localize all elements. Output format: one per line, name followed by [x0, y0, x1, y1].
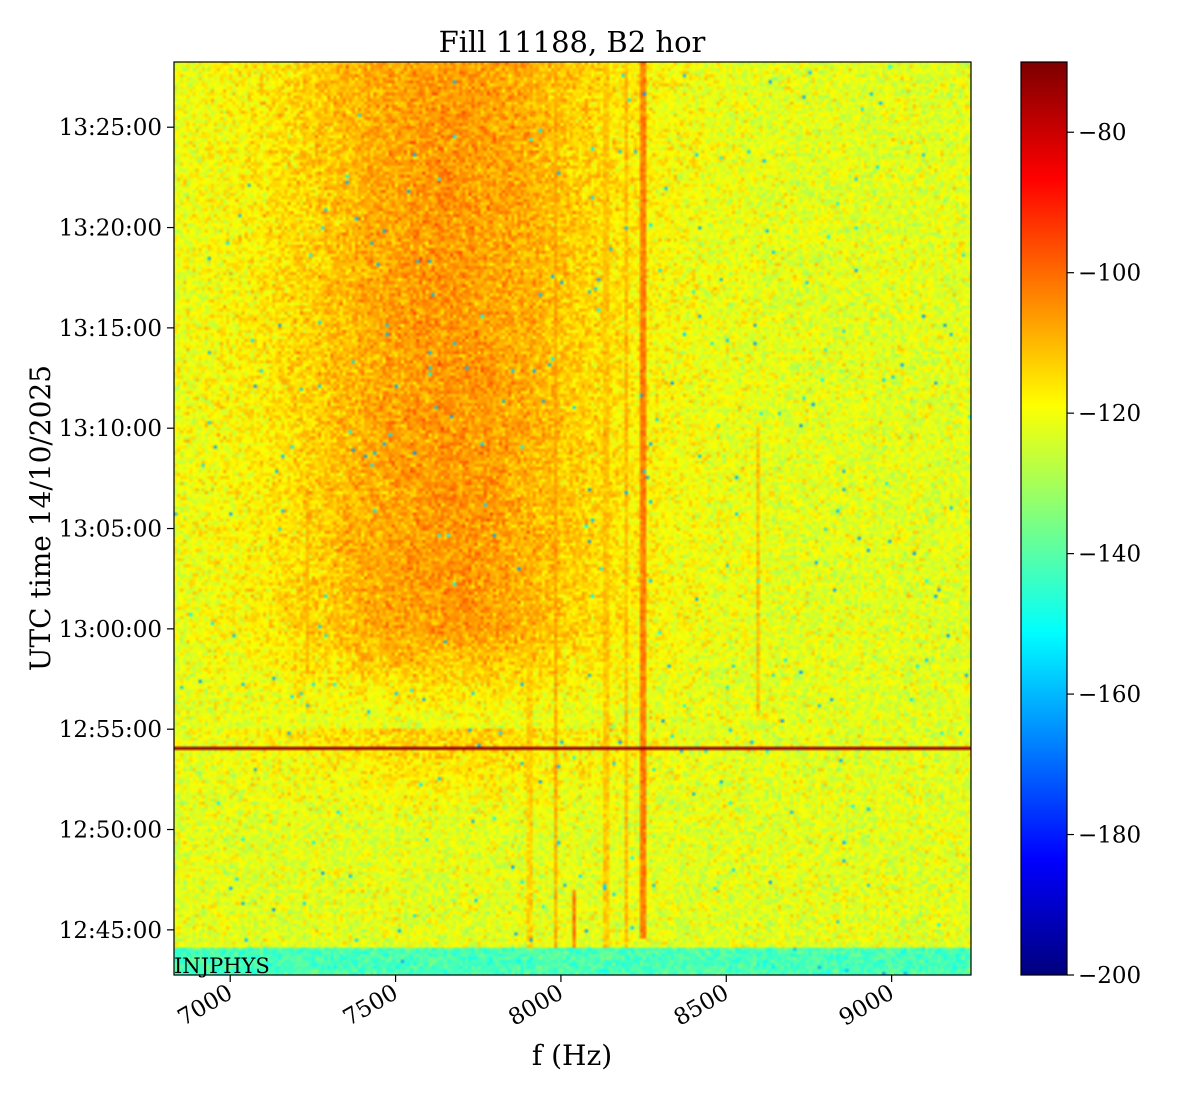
colorbar-tick-label: −80 [1078, 120, 1127, 146]
y-tick-label: 13:25:00 [59, 115, 162, 141]
y-tick-label: 12:50:00 [59, 818, 162, 844]
x-tick-label: 8500 [670, 980, 734, 1032]
colorbar-tick-label: −140 [1078, 542, 1141, 568]
x-axis: 7000 7500 8000 8500 9000 [174, 975, 899, 1031]
y-tick-label: 13:15:00 [59, 316, 162, 342]
colorbar-tick-label: −120 [1078, 401, 1141, 427]
y-tick-label: 13:20:00 [59, 216, 162, 242]
injphys-annotation: INJPHYS [174, 954, 270, 978]
y-axis-label: UTC time 14/10/2025 [24, 365, 57, 671]
x-tick-label: 7000 [174, 980, 238, 1032]
colorbar-tick-label: −180 [1078, 823, 1141, 849]
colorbar-axis: −80 −100 −120 −140 −160 −180 −200 [1067, 120, 1141, 989]
colorbar-tick-label: −200 [1078, 963, 1141, 989]
x-axis-label: f (Hz) [532, 1039, 612, 1072]
x-tick-label: 7500 [339, 980, 403, 1032]
colorbar-tick-label: −160 [1078, 682, 1141, 708]
plot-frame [173, 61, 972, 976]
x-tick-label: 9000 [835, 980, 899, 1032]
chart-title: Fill 11188, B2 hor [439, 25, 706, 59]
y-axis: 12:45:00 12:50:00 12:55:00 13:00:00 13:05:00… [59, 115, 174, 944]
spectrogram-heatmap [174, 62, 971, 975]
y-tick-label: 12:45:00 [59, 918, 162, 944]
y-tick-label: 13:00:00 [59, 617, 162, 643]
colorbar-gradient [1021, 62, 1067, 975]
y-tick-label: 12:55:00 [59, 717, 162, 743]
x-tick-label: 8000 [504, 980, 568, 1032]
y-tick-label: 13:05:00 [59, 517, 162, 543]
colorbar-frame [1020, 61, 1068, 976]
y-tick-label: 13:10:00 [59, 416, 162, 442]
colorbar-tick-label: −100 [1078, 261, 1141, 287]
